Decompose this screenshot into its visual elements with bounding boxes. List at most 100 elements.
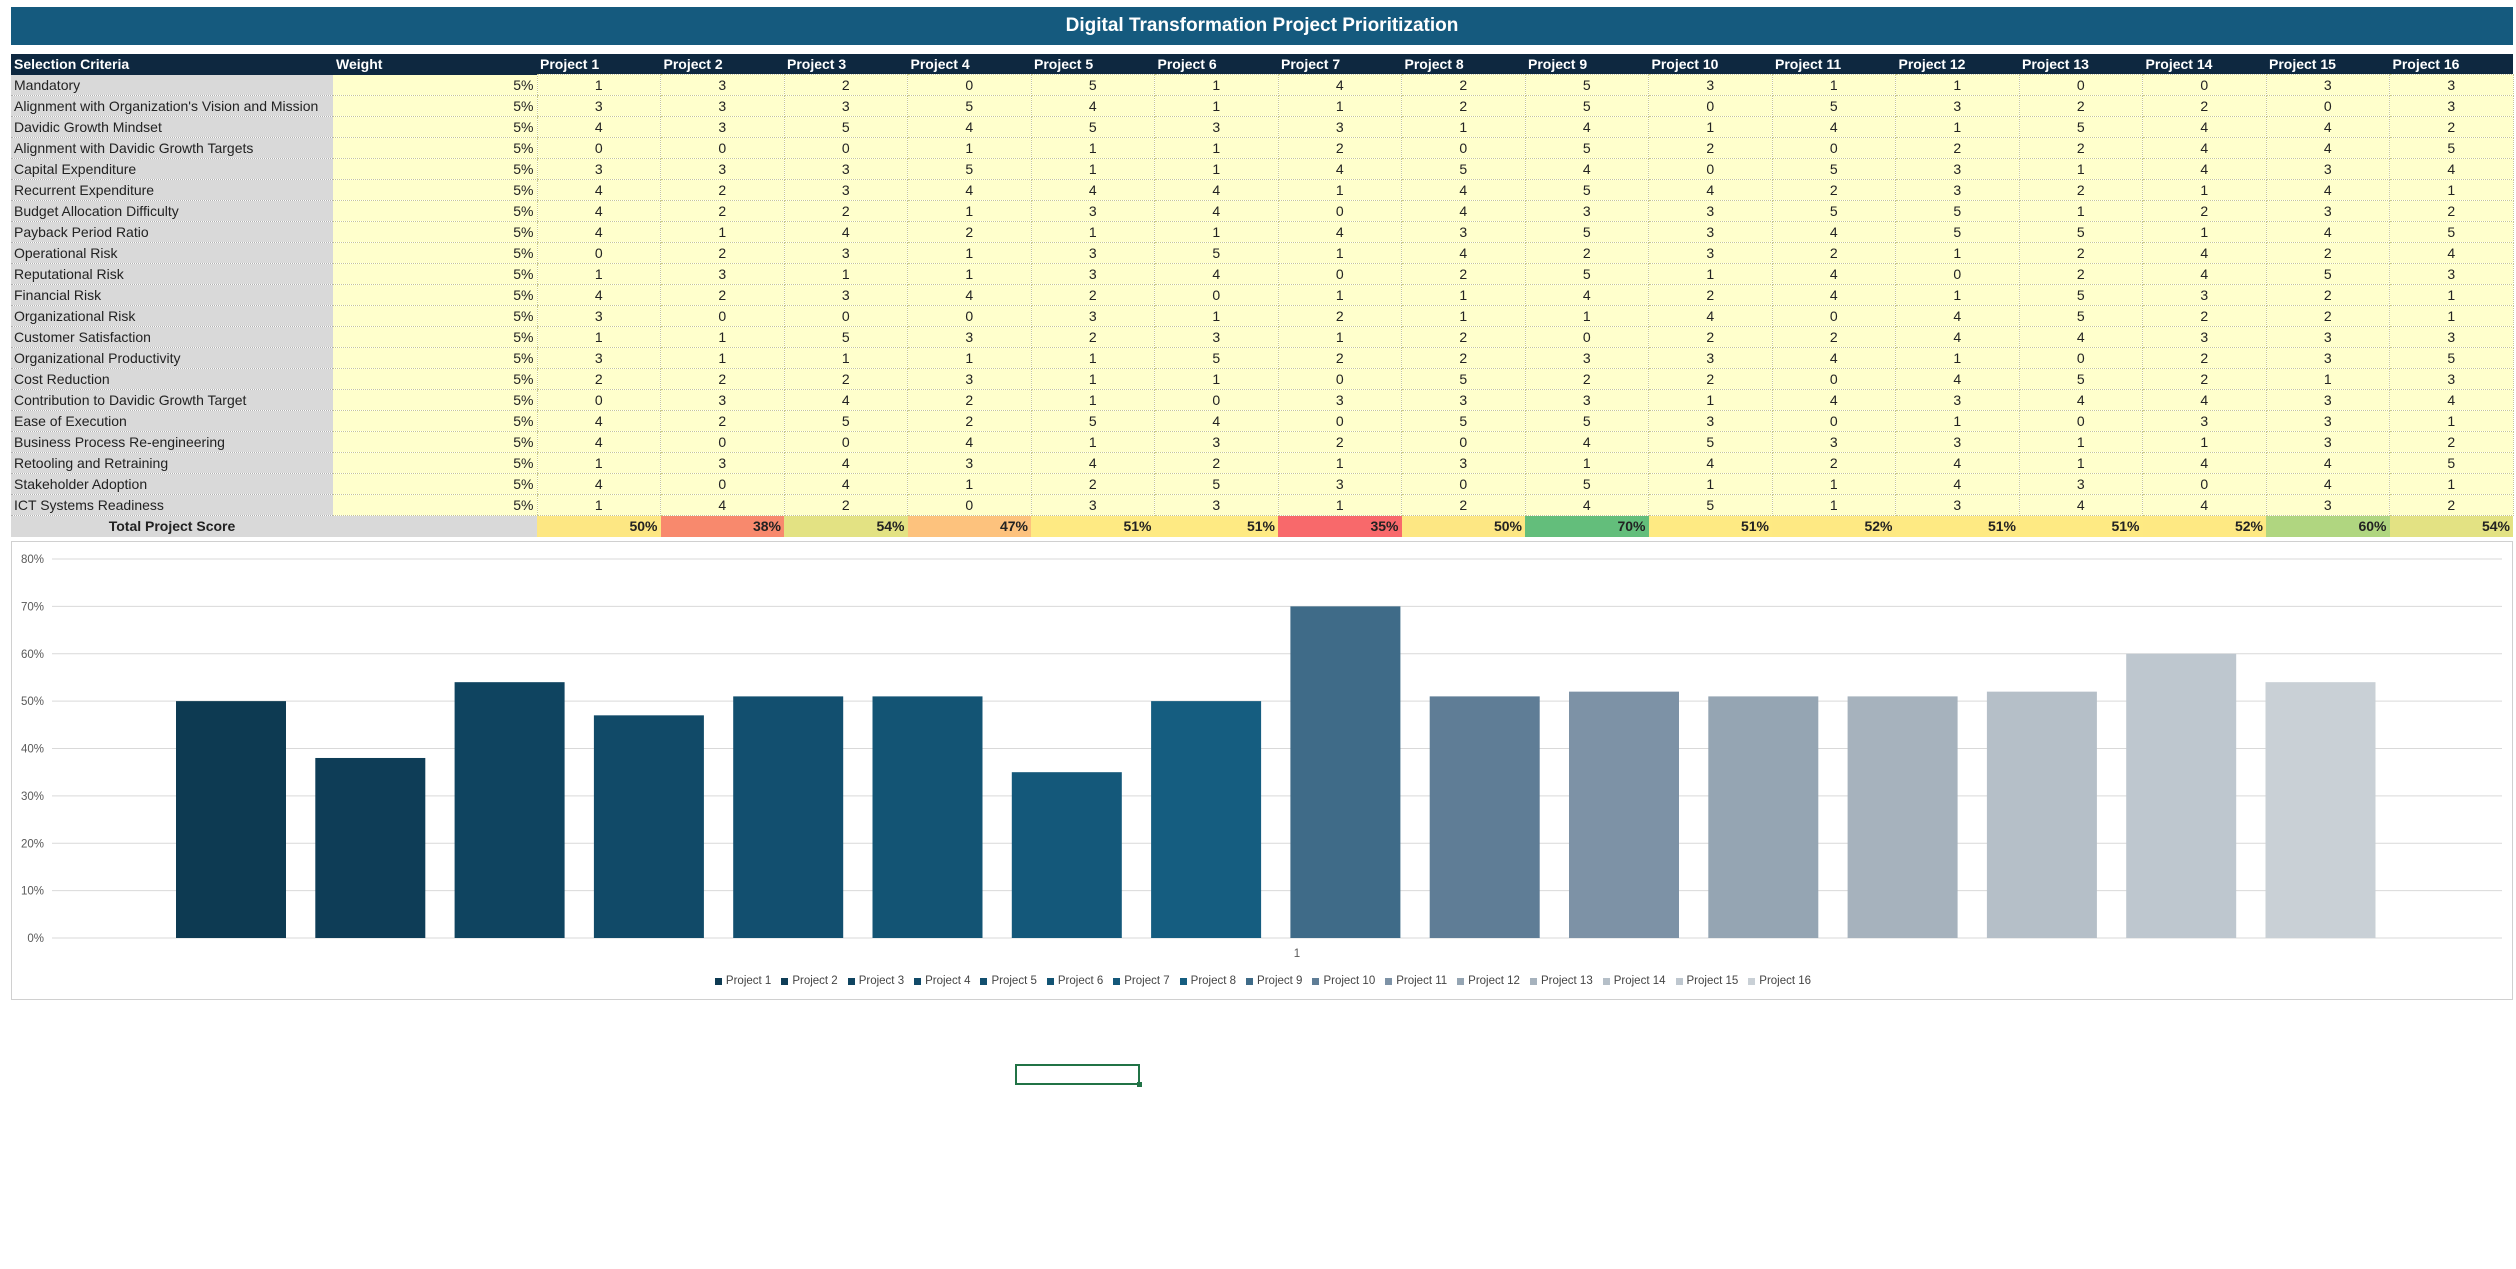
score-cell[interactable]: 2 — [1401, 95, 1526, 117]
score-cell[interactable]: 4 — [1401, 242, 1526, 264]
score-cell[interactable]: 2 — [2389, 431, 2514, 453]
score-cell[interactable]: 1 — [1401, 284, 1526, 306]
score-cell[interactable]: 1 — [1277, 95, 1402, 117]
bar-project-1[interactable] — [176, 701, 286, 938]
score-cell[interactable]: 1 — [907, 347, 1032, 369]
weight-cell[interactable]: 5% — [333, 347, 537, 369]
weight-cell[interactable]: 5% — [333, 494, 537, 516]
score-cell[interactable]: 4 — [2265, 221, 2390, 243]
score-cell[interactable]: 1 — [1154, 74, 1279, 96]
score-cell[interactable]: 4 — [1771, 116, 1896, 138]
score-cell[interactable]: 4 — [536, 410, 661, 432]
score-cell[interactable]: 2 — [1277, 137, 1402, 159]
bar-project-6[interactable] — [872, 696, 983, 938]
score-cell[interactable]: 2 — [2142, 305, 2267, 327]
score-cell[interactable]: 2 — [783, 74, 908, 96]
header-project-6[interactable]: Project 6 — [1154, 54, 1278, 75]
criterion-cell[interactable]: Financial Risk — [11, 284, 333, 306]
score-cell[interactable]: 1 — [2265, 368, 2390, 390]
score-cell[interactable]: 1 — [1524, 305, 1649, 327]
score-cell[interactable]: 5 — [1154, 473, 1279, 495]
score-cell[interactable]: 5 — [1524, 74, 1649, 96]
score-cell[interactable]: 3 — [783, 242, 908, 264]
score-cell[interactable]: 2 — [1401, 347, 1526, 369]
score-cell[interactable]: 2 — [660, 200, 785, 222]
score-cell[interactable]: 2 — [2018, 263, 2143, 285]
score-cell[interactable]: 1 — [907, 242, 1032, 264]
score-cell[interactable]: 2 — [1401, 326, 1526, 348]
score-cell[interactable]: 2 — [1030, 473, 1155, 495]
total-score-cell[interactable]: 50% — [537, 515, 661, 537]
score-cell[interactable]: 1 — [536, 74, 661, 96]
score-cell[interactable]: 0 — [1277, 368, 1402, 390]
score-cell[interactable]: 3 — [907, 452, 1032, 474]
score-cell[interactable]: 2 — [2389, 200, 2514, 222]
score-cell[interactable]: 1 — [783, 263, 908, 285]
score-cell[interactable]: 1 — [907, 200, 1032, 222]
score-cell[interactable]: 3 — [2389, 74, 2514, 96]
score-cell[interactable]: 4 — [1771, 389, 1896, 411]
score-cell[interactable]: 4 — [1895, 452, 2020, 474]
score-cell[interactable]: 4 — [536, 200, 661, 222]
score-cell[interactable]: 4 — [536, 179, 661, 201]
score-cell[interactable]: 0 — [783, 305, 908, 327]
score-cell[interactable]: 1 — [1277, 179, 1402, 201]
score-cell[interactable]: 0 — [1154, 389, 1279, 411]
score-cell[interactable]: 2 — [2142, 95, 2267, 117]
score-cell[interactable]: 4 — [2142, 263, 2267, 285]
score-cell[interactable]: 5 — [1771, 95, 1896, 117]
score-cell[interactable]: 5 — [2018, 116, 2143, 138]
legend-item[interactable]: Project 10 — [1312, 975, 1375, 987]
score-cell[interactable]: 3 — [783, 284, 908, 306]
score-cell[interactable]: 3 — [1895, 494, 2020, 516]
score-cell[interactable]: 3 — [1277, 473, 1402, 495]
score-cell[interactable]: 1 — [2142, 179, 2267, 201]
score-cell[interactable]: 0 — [2142, 74, 2267, 96]
header-project-10[interactable]: Project 10 — [1648, 54, 1772, 75]
score-cell[interactable]: 1 — [907, 263, 1032, 285]
score-cell[interactable]: 3 — [2265, 74, 2390, 96]
score-cell[interactable]: 4 — [1524, 158, 1649, 180]
score-cell[interactable]: 2 — [1524, 242, 1649, 264]
score-cell[interactable]: 4 — [2265, 452, 2390, 474]
score-cell[interactable]: 0 — [2018, 410, 2143, 432]
score-cell[interactable]: 3 — [2389, 326, 2514, 348]
weight-cell[interactable]: 5% — [333, 263, 537, 285]
score-cell[interactable]: 0 — [907, 494, 1032, 516]
score-cell[interactable]: 4 — [2142, 116, 2267, 138]
score-cell[interactable]: 3 — [1648, 200, 1773, 222]
score-cell[interactable]: 0 — [1401, 431, 1526, 453]
score-cell[interactable]: 3 — [2265, 158, 2390, 180]
score-cell[interactable]: 1 — [536, 494, 661, 516]
score-cell[interactable]: 3 — [1648, 221, 1773, 243]
score-cell[interactable]: 3 — [1524, 347, 1649, 369]
score-cell[interactable]: 1 — [1030, 158, 1155, 180]
score-cell[interactable]: 4 — [2389, 242, 2514, 264]
score-cell[interactable]: 5 — [2018, 221, 2143, 243]
criterion-cell[interactable]: Cost Reduction — [11, 368, 333, 390]
score-cell[interactable]: 0 — [536, 137, 661, 159]
score-cell[interactable]: 4 — [1401, 179, 1526, 201]
score-cell[interactable]: 3 — [1524, 389, 1649, 411]
score-cell[interactable]: 5 — [1771, 200, 1896, 222]
score-cell[interactable]: 0 — [2142, 473, 2267, 495]
total-score-cell[interactable]: 60% — [2266, 515, 2390, 537]
score-cell[interactable]: 4 — [1524, 116, 1649, 138]
bar-project-14[interactable] — [1986, 691, 2097, 938]
score-cell[interactable]: 1 — [1895, 284, 2020, 306]
score-cell[interactable]: 0 — [1277, 263, 1402, 285]
score-cell[interactable]: 4 — [1648, 452, 1773, 474]
weight-cell[interactable]: 5% — [333, 473, 537, 495]
score-cell[interactable]: 2 — [1771, 452, 1896, 474]
score-cell[interactable]: 1 — [1154, 137, 1279, 159]
score-cell[interactable]: 4 — [2018, 389, 2143, 411]
score-cell[interactable]: 3 — [2265, 389, 2390, 411]
score-cell[interactable]: 3 — [660, 158, 785, 180]
score-cell[interactable]: 5 — [1154, 347, 1279, 369]
score-cell[interactable]: 2 — [2142, 347, 2267, 369]
score-cell[interactable]: 4 — [2018, 494, 2143, 516]
score-cell[interactable]: 4 — [536, 116, 661, 138]
score-cell[interactable]: 2 — [1401, 494, 1526, 516]
score-cell[interactable]: 3 — [660, 389, 785, 411]
score-cell[interactable]: 2 — [660, 410, 785, 432]
